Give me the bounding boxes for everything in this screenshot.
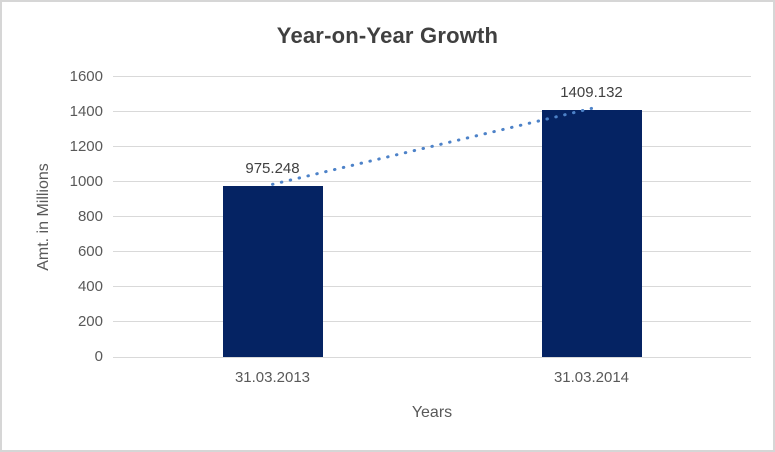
gridline: [113, 111, 751, 112]
gridline: [113, 216, 751, 217]
gridline: [113, 76, 751, 77]
y-axis-tick-label: 200: [77, 313, 103, 330]
gridline: [113, 251, 751, 252]
y-axis-tick-label: 400: [77, 278, 103, 295]
gridline: [113, 181, 751, 182]
y-axis-tick-label: 1200: [69, 138, 103, 155]
y-axis-tick-label: 1400: [69, 103, 103, 120]
bar-31.03.2014: [541, 110, 642, 357]
y-axis-tick-label: 1600: [69, 68, 103, 85]
y-axis-tick-label: 600: [77, 243, 103, 260]
gridline: [113, 321, 751, 322]
gridline: [113, 286, 751, 287]
y-axis-tick-label: 0: [94, 348, 103, 365]
chart-title: Year-on-Year Growth: [276, 23, 499, 48]
plot-area: 0 200 400 600 800 1000 1200 1400 1600 975.248 31.0…: [70, 68, 751, 386]
x-axis-tick-label: 31.03.2014: [553, 369, 630, 386]
bar-31.03.2013: [222, 186, 323, 357]
gridline: [113, 357, 751, 358]
y-axis-tick-label: 800: [77, 208, 103, 225]
gridline: [113, 146, 751, 147]
x-axis-tick-label: 31.03.2013: [234, 369, 311, 386]
bar-data-label: 975.248: [245, 160, 300, 178]
trendline: [271, 106, 593, 186]
y-axis-tick-label: 1000: [69, 173, 103, 190]
bar-data-label: 1409.132: [560, 84, 623, 102]
x-axis-title: Years: [411, 404, 453, 421]
